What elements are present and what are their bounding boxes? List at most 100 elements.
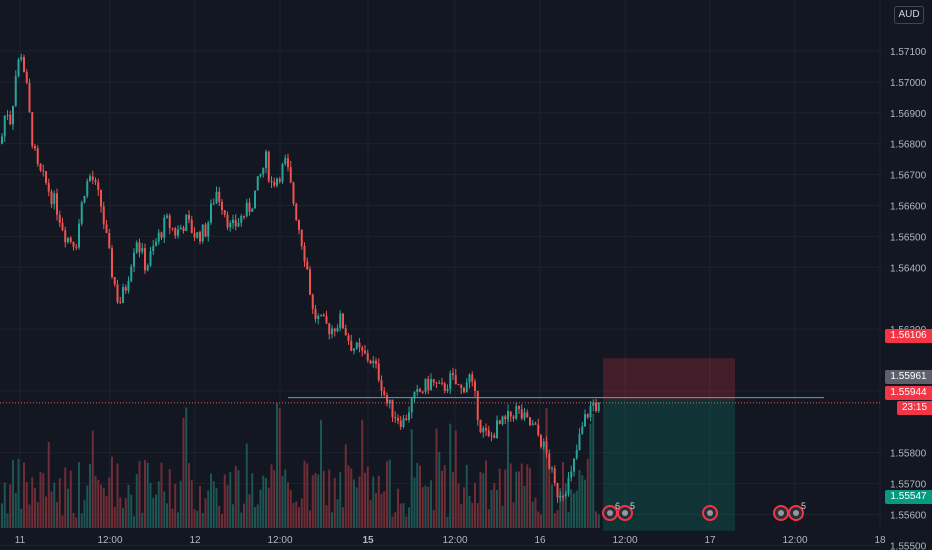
price-tick-label: 1.56400	[890, 263, 927, 274]
volume-bars	[1, 402, 600, 528]
volume-bar	[589, 423, 592, 528]
volume-bar	[463, 487, 465, 528]
volume-bar	[168, 469, 171, 528]
candle-body	[237, 222, 240, 227]
candle-body	[471, 374, 474, 382]
candle-body	[171, 228, 174, 230]
price-tick-label: 1.57100	[890, 47, 927, 58]
price-tick-label: 1.55800	[890, 449, 927, 460]
candle-body	[9, 114, 12, 125]
candle-body	[298, 220, 300, 230]
candle-body	[364, 350, 366, 354]
candle-body	[358, 342, 361, 348]
volume-bar	[221, 513, 223, 528]
candle-body	[212, 203, 215, 205]
candle-body	[69, 237, 72, 242]
volume-bar	[388, 459, 391, 528]
volume-bar	[476, 503, 479, 528]
volume-bar	[551, 484, 553, 528]
time-tick-label: 12:00	[782, 535, 807, 546]
volume-bar	[586, 458, 589, 528]
candle-body	[526, 412, 529, 418]
candle-body	[380, 380, 383, 391]
candle-body	[452, 373, 454, 376]
economic-event-icon[interactable]	[617, 505, 633, 521]
economic-event-icon[interactable]	[702, 505, 718, 521]
volume-bar	[42, 473, 45, 528]
candle-body	[432, 379, 435, 383]
price-axis[interactable]: 1.57100 1.57000 1.56900 1.56800 1.56700 1.566…	[890, 47, 927, 550]
candle-body	[124, 287, 127, 291]
time-axis[interactable]: 11 12:00 12 12:00 15 12:00 16 12:00 17 12:00 18	[15, 535, 886, 546]
candle-body	[391, 399, 394, 418]
candle-body	[50, 191, 53, 205]
volume-bar	[386, 461, 388, 528]
economic-event-icon[interactable]	[773, 505, 789, 521]
candle-body	[419, 388, 421, 392]
candle-body	[116, 284, 119, 302]
candle-body	[300, 229, 303, 246]
candle-body	[589, 405, 592, 418]
chart-grid	[0, 0, 882, 546]
volume-bar	[116, 463, 119, 528]
volume-bar	[226, 485, 229, 528]
candle-body	[408, 412, 410, 420]
candle-body	[501, 416, 504, 424]
volume-bar	[405, 516, 408, 528]
volume-bar	[531, 501, 534, 528]
candle-body	[597, 402, 600, 411]
candle-body	[463, 388, 465, 393]
candle-body	[339, 313, 342, 329]
volume-bar	[67, 488, 69, 528]
volume-bar	[113, 506, 116, 528]
time-tick-label: 12	[189, 535, 201, 546]
volume-bar	[333, 477, 336, 528]
volume-bar	[578, 469, 581, 528]
volume-bar	[487, 509, 490, 528]
volume-bar	[210, 473, 212, 528]
price-tick-label: 1.55600	[890, 510, 927, 521]
volume-bar	[23, 462, 25, 528]
volume-bar	[564, 483, 567, 528]
volume-bar	[39, 472, 42, 528]
candle-body	[559, 495, 562, 498]
volume-bar	[331, 512, 333, 528]
candle-body	[196, 232, 199, 238]
volume-bar	[474, 483, 476, 528]
volume-bar	[325, 505, 328, 528]
candle-body	[254, 190, 256, 209]
stop-loss-zone	[603, 358, 735, 400]
volume-bar	[581, 475, 584, 528]
economic-event-icon[interactable]	[788, 505, 804, 521]
volume-bar	[91, 430, 94, 528]
candle-body	[226, 214, 229, 228]
candle-body	[89, 176, 91, 182]
candle-body	[413, 391, 416, 399]
candle-body	[347, 335, 350, 341]
candle-body	[210, 203, 212, 223]
candle-body	[273, 181, 276, 186]
volume-bar	[292, 502, 295, 528]
candle-body	[105, 224, 108, 233]
volume-bar	[12, 459, 14, 528]
candle-body	[278, 178, 281, 182]
candle-body	[245, 202, 248, 217]
volume-bar	[133, 516, 135, 528]
candle-body	[168, 215, 171, 229]
volume-bar	[523, 485, 526, 528]
currency-badge[interactable]: AUD	[894, 6, 924, 24]
candle-body	[58, 214, 61, 223]
volume-bar	[465, 464, 468, 528]
position-tool[interactable]	[603, 358, 735, 531]
candle-body	[581, 426, 584, 434]
volume-bar	[454, 430, 457, 528]
candle-body	[270, 180, 273, 182]
current-price-label: 1.55961	[885, 370, 932, 384]
volume-bar	[353, 479, 355, 528]
candle-body	[207, 222, 210, 237]
candle-body	[119, 301, 122, 303]
volume-bar	[124, 498, 127, 528]
candle-body	[479, 419, 482, 433]
